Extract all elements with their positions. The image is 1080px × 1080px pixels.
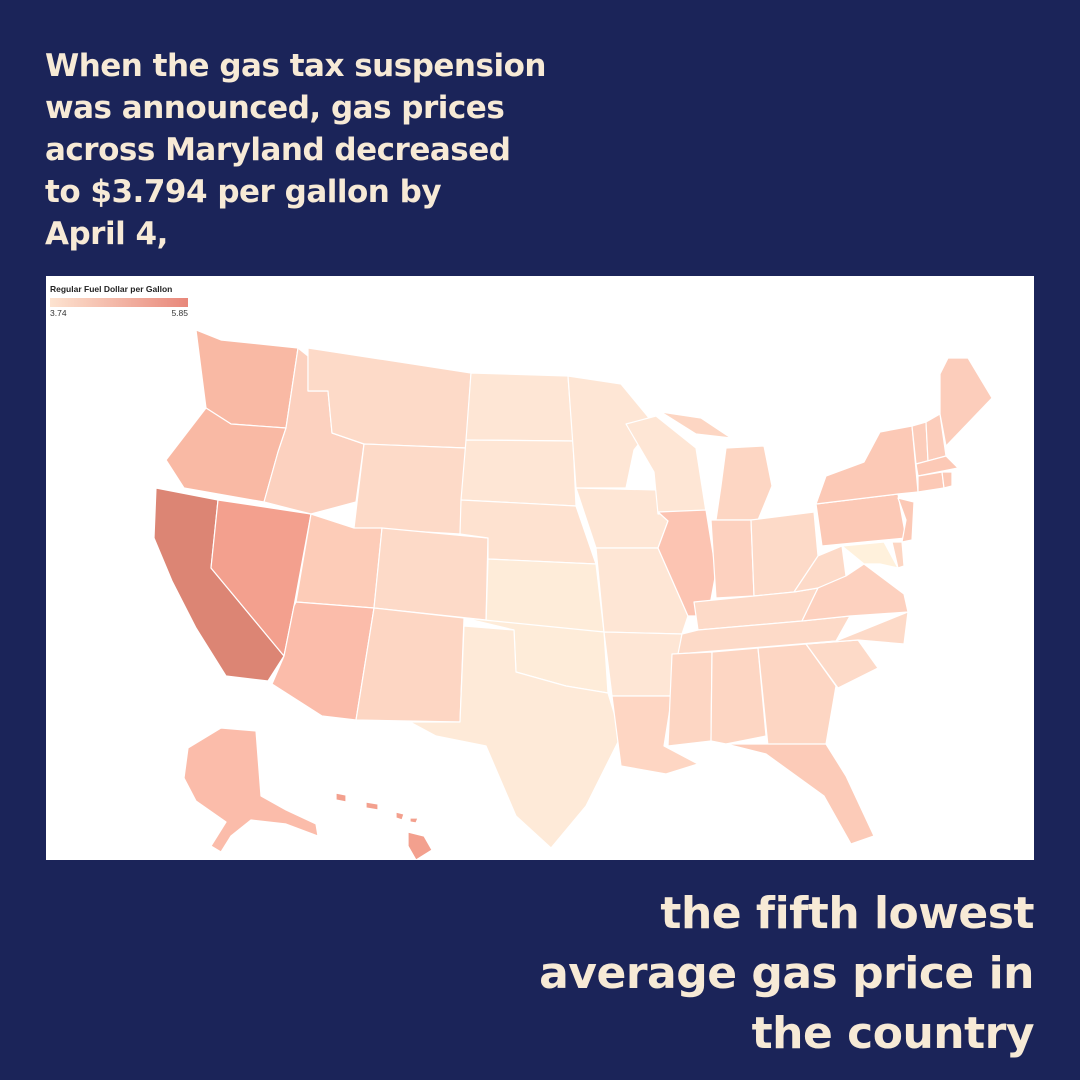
- state-michigan: [715, 445, 773, 521]
- state-florida: [725, 743, 875, 845]
- headline-line: to $3.794 per gallon by: [45, 174, 442, 210]
- legend-min-label: 3.74: [50, 308, 67, 318]
- legend-gradient-bar: [50, 298, 188, 307]
- headline-line: was announced, gas prices: [45, 90, 505, 126]
- state-kansas: [485, 558, 605, 633]
- state-north-dakota: [465, 372, 574, 442]
- conclusion: the fifth lowest average gas price in th…: [514, 884, 1034, 1064]
- us-gas-price-map: [153, 329, 993, 860]
- legend-max-label: 5.85: [171, 308, 188, 318]
- state-alabama: [710, 647, 767, 745]
- conclusion-line: the fifth lowest: [660, 888, 1034, 939]
- state-west-virginia: [793, 545, 847, 593]
- headline: When the gas tax suspension was announce…: [45, 45, 546, 255]
- state-wyoming: [353, 443, 467, 535]
- conclusion-line: average gas price in: [539, 948, 1034, 999]
- state-massachusetts: [915, 455, 959, 477]
- state-rhode-island: [941, 471, 953, 489]
- state-north-carolina: [805, 611, 909, 645]
- state-montana: [307, 347, 472, 449]
- state-colorado: [373, 527, 489, 621]
- state-virginia: [801, 563, 909, 622]
- state-indiana: [710, 519, 755, 599]
- state-utah: [295, 513, 383, 609]
- state-new-jersey: [897, 497, 915, 543]
- state-missouri: [595, 547, 689, 635]
- state-south-dakota: [460, 439, 577, 507]
- state-mississippi: [667, 651, 713, 747]
- state-delaware: [891, 541, 905, 569]
- state-new-york: [815, 425, 919, 505]
- headline-line: across Maryland decreased: [45, 132, 511, 168]
- legend-title: Regular Fuel Dollar per Gallon: [50, 284, 173, 294]
- headline-line: When the gas tax suspension: [45, 48, 546, 84]
- conclusion-line: the country: [751, 1008, 1035, 1059]
- state-georgia: [757, 643, 837, 747]
- state-texas: [409, 625, 622, 849]
- state-alaska: [183, 727, 319, 853]
- map-panel: Regular Fuel Dollar per Gallon 3.74 5.85: [46, 276, 1034, 860]
- state-connecticut: [917, 471, 945, 493]
- legend-labels: 3.74 5.85: [50, 308, 188, 318]
- state-iowa: [575, 487, 669, 549]
- state-maine: [939, 357, 993, 447]
- state-hawaii: [335, 792, 433, 860]
- map-legend: Regular Fuel Dollar per Gallon 3.74 5.85: [50, 284, 190, 318]
- state-new-mexico: [355, 607, 465, 723]
- state-michigan-up: [660, 411, 732, 439]
- headline-line: April 4,: [45, 216, 168, 252]
- state-maryland: [841, 541, 899, 569]
